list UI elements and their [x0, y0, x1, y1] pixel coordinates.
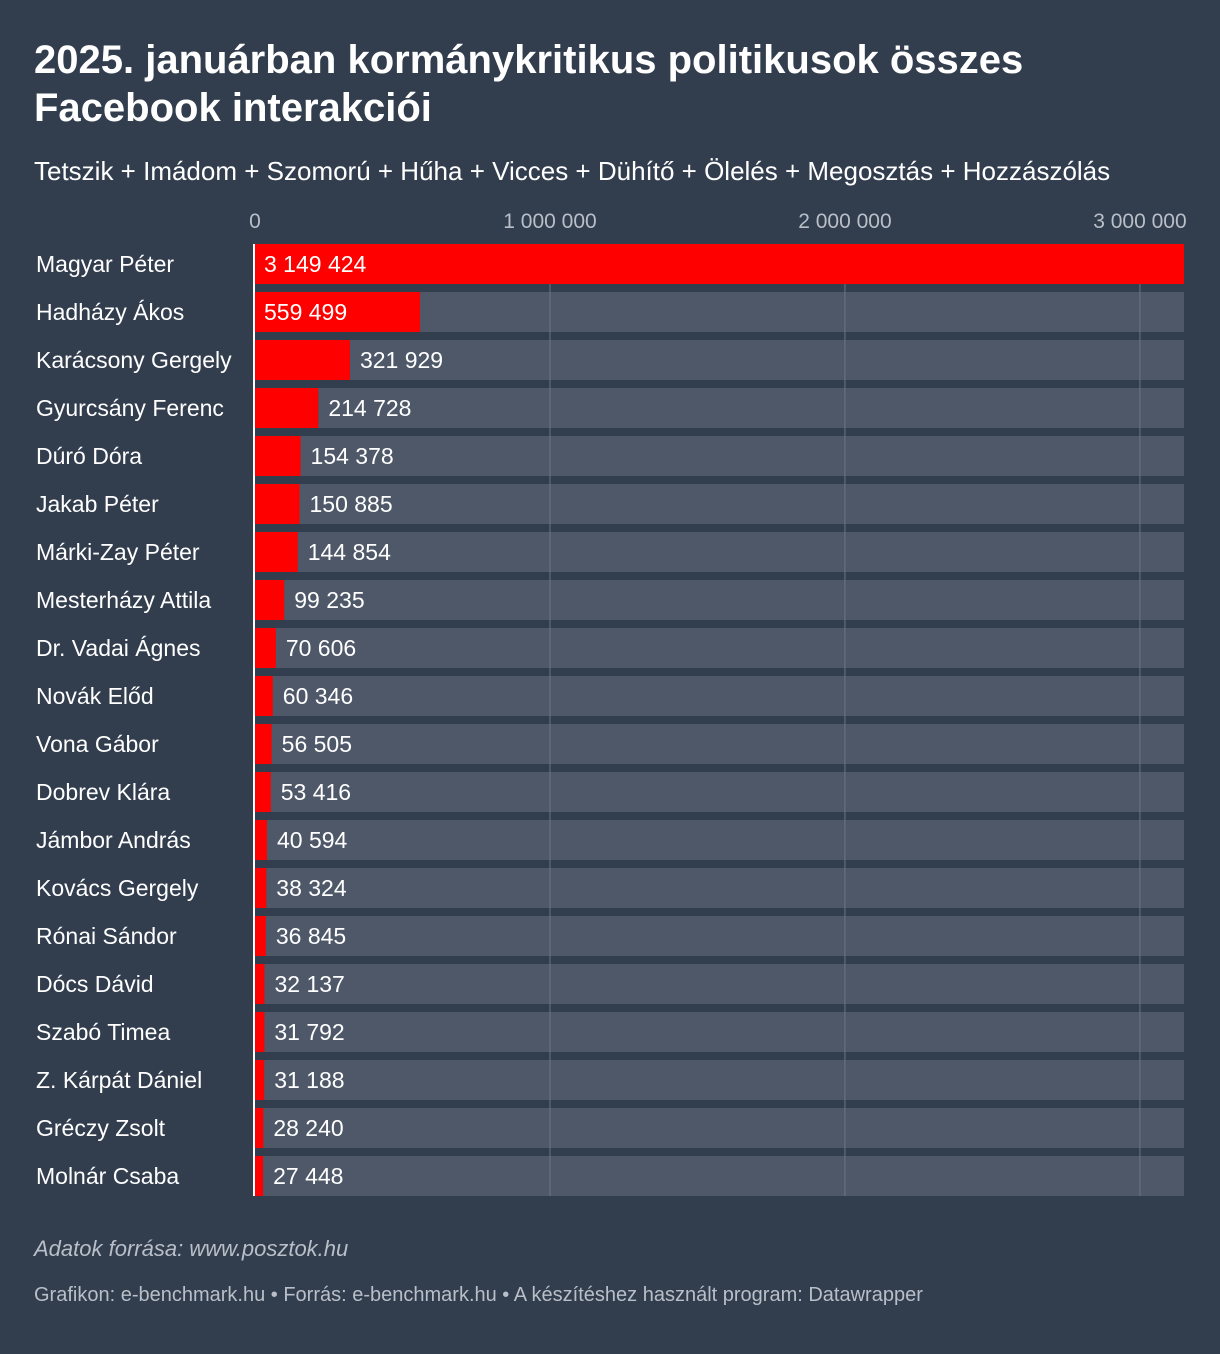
category-label: Márki-Zay Péter	[36, 539, 200, 565]
category-label: Dr. Vadai Ágnes	[36, 635, 201, 661]
bar	[255, 244, 1184, 284]
bar-track	[255, 388, 1184, 428]
x-tick-label: 3 000 000	[1093, 210, 1186, 233]
data-source-note: Adatok forrása: www.posztok.hu	[34, 1236, 349, 1261]
x-tick-label: 0	[249, 210, 261, 233]
x-tick-label: 2 000 000	[798, 210, 891, 233]
category-label: Jámbor András	[36, 827, 191, 853]
value-label: 70 606	[286, 635, 356, 661]
value-label: 214 728	[328, 395, 411, 421]
bar	[255, 628, 276, 668]
bar	[255, 916, 266, 956]
bar	[255, 1060, 265, 1100]
category-label: Dócs Dávid	[36, 971, 154, 997]
bar-track	[255, 772, 1184, 812]
bar	[255, 388, 319, 428]
bar	[255, 340, 350, 380]
category-label: Jakab Péter	[36, 491, 159, 517]
bar-track	[255, 1060, 1184, 1100]
category-label: Hadházy Ákos	[36, 299, 184, 325]
value-label: 56 505	[282, 731, 352, 757]
value-label: 60 346	[283, 683, 353, 709]
x-tick-label: 1 000 000	[503, 210, 596, 233]
bar	[255, 532, 298, 572]
value-label: 154 378	[311, 443, 394, 469]
bar-track	[255, 484, 1184, 524]
value-label: 28 240	[273, 1115, 343, 1141]
value-label: 38 324	[276, 875, 347, 901]
bar-track	[255, 916, 1184, 956]
value-label: 321 929	[360, 347, 443, 373]
category-label: Kovács Gergely	[36, 875, 199, 901]
category-label: Szabó Timea	[36, 1019, 170, 1045]
bar	[255, 964, 265, 1004]
bar	[255, 292, 421, 332]
bar-chart: 0 1 000 000 2 000 000 3 000 000 Magyar Péter…	[36, 210, 1187, 1196]
value-label: 31 792	[274, 1019, 344, 1045]
category-label: Karácsony Gergely	[36, 347, 232, 373]
bar	[255, 676, 273, 716]
bar	[255, 868, 267, 908]
chart-credits: Grafikon: e-benchmark.hu • Forrás: e-ben…	[34, 1284, 923, 1306]
value-label: 36 845	[276, 923, 346, 949]
category-label: Novák Előd	[36, 683, 154, 709]
category-label: Gyurcsány Ferenc	[36, 395, 224, 421]
value-label: 559 499	[264, 299, 347, 325]
bar-track	[255, 820, 1184, 860]
value-label: 3 149 424	[264, 251, 367, 277]
value-label: 31 188	[274, 1067, 344, 1093]
bar-track	[255, 436, 1184, 476]
category-label: Magyar Péter	[36, 251, 174, 277]
bar	[255, 724, 272, 764]
bar	[255, 580, 285, 620]
bar-track	[255, 964, 1184, 1004]
value-label: 150 885	[310, 491, 393, 517]
value-label: 40 594	[277, 827, 348, 853]
bar	[255, 1156, 264, 1196]
category-label: Dobrev Klára	[36, 779, 170, 805]
category-label: Dúró Dóra	[36, 443, 142, 469]
bar-track	[255, 868, 1184, 908]
value-label: 53 416	[281, 779, 351, 805]
bar	[255, 436, 301, 476]
bar-track	[255, 676, 1184, 716]
bar	[255, 1108, 264, 1148]
value-label: 32 137	[274, 971, 344, 997]
bar-track	[255, 1108, 1184, 1148]
bar-track	[255, 724, 1184, 764]
category-label: Vona Gábor	[36, 731, 159, 757]
bar	[255, 772, 271, 812]
bar	[255, 820, 267, 860]
bar	[255, 484, 300, 524]
value-label: 27 448	[273, 1163, 343, 1189]
bar-track	[255, 1012, 1184, 1052]
bar-track	[255, 532, 1184, 572]
bar	[255, 1012, 265, 1052]
chart-title: 2025. januárban kormánykritikus politiku…	[34, 38, 1024, 130]
bar-track	[255, 580, 1184, 620]
chart-subtitle: Tetszik + Imádom + Szomorú + Hűha + Vicc…	[34, 156, 1111, 186]
category-label: Molnár Csaba	[36, 1163, 179, 1189]
category-label: Rónai Sándor	[36, 923, 177, 949]
category-label: Z. Kárpát Dániel	[36, 1067, 202, 1093]
value-label: 144 854	[308, 539, 391, 565]
bar-track	[255, 1156, 1184, 1196]
category-label: Gréczy Zsolt	[36, 1115, 166, 1141]
category-label: Mesterházy Attila	[36, 587, 211, 613]
bar-track	[255, 628, 1184, 668]
bar-track	[255, 340, 1184, 380]
value-label: 99 235	[294, 587, 364, 613]
